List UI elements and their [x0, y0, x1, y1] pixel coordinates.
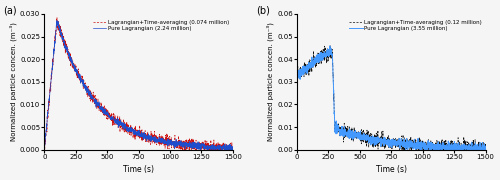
Pure Lagrangian (3.55 million): [308, 66, 314, 68]
Lagrangian+Time-averaging (0.074 million): [42, 149, 48, 151]
Lagrangian+Time-averaging (0.074 million): [122, 127, 128, 129]
Pure Lagrangian (3.55 million): [327, 45, 333, 47]
Lagrangian+Time-averaging (0.12 million): [378, 146, 384, 148]
Legend: Lagrangian+Time-averaging (0.074 million), Pure Lagrangian (2.24 million): Lagrangian+Time-averaging (0.074 million…: [92, 19, 230, 32]
Pure Lagrangian (3.55 million): [294, 77, 300, 79]
Pure Lagrangian (3.55 million): [382, 141, 388, 143]
Y-axis label: Normalized particle concen. (m⁻³): Normalized particle concen. (m⁻³): [267, 22, 274, 141]
Lagrangian+Time-averaging (0.12 million): [382, 146, 388, 148]
Pure Lagrangian (2.24 million): [64, 47, 70, 49]
Pure Lagrangian (3.55 million): [374, 140, 380, 142]
Y-axis label: Normalized particle concen. (m⁻³): Normalized particle concen. (m⁻³): [10, 22, 17, 141]
Pure Lagrangian (3.55 million): [402, 146, 407, 148]
Legend: Lagrangian+Time-averaging (0.12 million), Pure Lagrangian (3.55 million): Lagrangian+Time-averaging (0.12 million)…: [348, 19, 482, 32]
Pure Lagrangian (3.55 million): [378, 138, 384, 140]
Pure Lagrangian (3.55 million): [316, 57, 322, 59]
Pure Lagrangian (2.24 million): [230, 148, 235, 150]
Lagrangian+Time-averaging (0.12 million): [400, 149, 406, 151]
Lagrangian+Time-averaging (0.12 million): [327, 45, 333, 47]
Pure Lagrangian (2.24 million): [126, 129, 132, 131]
Line: Lagrangian+Time-averaging (0.12 million): Lagrangian+Time-averaging (0.12 million): [297, 46, 486, 150]
Pure Lagrangian (3.55 million): [482, 145, 488, 147]
Lagrangian+Time-averaging (0.074 million): [149, 137, 155, 140]
X-axis label: Time (s): Time (s): [376, 165, 407, 174]
Lagrangian+Time-averaging (0.074 million): [54, 17, 60, 19]
Lagrangian+Time-averaging (0.074 million): [42, 146, 48, 148]
Pure Lagrangian (2.24 million): [204, 149, 210, 151]
Lagrangian+Time-averaging (0.12 million): [402, 147, 407, 149]
Pure Lagrangian (2.24 million): [54, 19, 60, 22]
Lagrangian+Time-averaging (0.074 million): [126, 128, 132, 130]
Line: Pure Lagrangian (2.24 million): Pure Lagrangian (2.24 million): [44, 21, 232, 150]
Lagrangian+Time-averaging (0.074 million): [230, 149, 235, 151]
Text: (b): (b): [256, 6, 270, 16]
Lagrangian+Time-averaging (0.12 million): [374, 138, 380, 140]
X-axis label: Time (s): Time (s): [123, 165, 154, 174]
Lagrangian+Time-averaging (0.074 million): [129, 131, 135, 133]
Pure Lagrangian (2.24 million): [56, 26, 62, 28]
Text: (a): (a): [3, 6, 16, 16]
Line: Lagrangian+Time-averaging (0.074 million): Lagrangian+Time-averaging (0.074 million…: [44, 18, 232, 150]
Pure Lagrangian (2.24 million): [128, 130, 134, 132]
Pure Lagrangian (2.24 million): [42, 147, 48, 149]
Lagrangian+Time-averaging (0.074 million): [56, 28, 62, 30]
Pure Lagrangian (2.24 million): [122, 127, 128, 129]
Pure Lagrangian (3.55 million): [418, 149, 424, 151]
Lagrangian+Time-averaging (0.074 million): [64, 50, 70, 52]
Lagrangian+Time-averaging (0.12 million): [308, 66, 314, 68]
Lagrangian+Time-averaging (0.12 million): [482, 149, 488, 151]
Lagrangian+Time-averaging (0.12 million): [294, 76, 300, 78]
Line: Pure Lagrangian (3.55 million): Pure Lagrangian (3.55 million): [297, 46, 486, 150]
Pure Lagrangian (2.24 million): [148, 140, 154, 142]
Lagrangian+Time-averaging (0.12 million): [316, 54, 322, 56]
